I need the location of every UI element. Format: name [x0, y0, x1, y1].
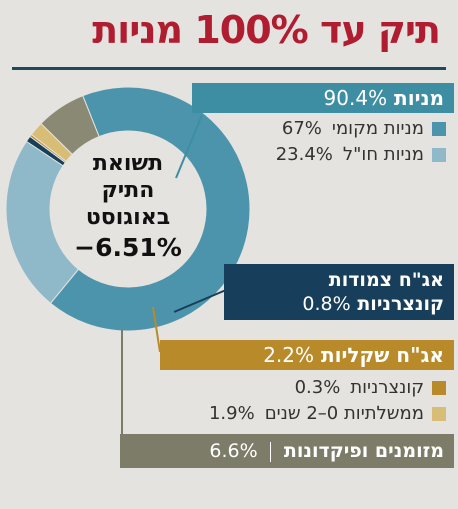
legend-item-local: מניות מקומי 67% — [282, 118, 446, 139]
group-conv-value: 0.8% — [302, 293, 351, 315]
legend-foreign-value: 23.4% — [275, 144, 333, 165]
legend-corp-name: קונצרניות — [350, 377, 424, 398]
group-conv-name-2: קונצרניות — [357, 293, 444, 315]
legend-local-name: מניות מקומי — [331, 118, 424, 139]
legend-item-gov: ממשלתיות 0–2 שנים 1.9% — [209, 403, 446, 424]
legend-foreign-name: מניות חו"ל — [342, 144, 424, 165]
legend-corp-value: 0.3% — [294, 377, 341, 398]
group-shekel-name: אג"ח שקליות — [320, 343, 444, 367]
legend-item-foreign: מניות חו"ל 23.4% — [276, 144, 446, 165]
center-line-1: תשואת — [92, 151, 164, 176]
center-line-2: התיק — [101, 178, 155, 203]
group-cash-value: 6.6% — [209, 440, 258, 462]
center-line-3: באוגוסט — [85, 205, 171, 230]
chart-title: תיק עד 100% מניות — [92, 8, 441, 52]
legend-swatch-local — [432, 121, 446, 136]
center-label: תשואת התיק באוגוסט −6.51% — [48, 150, 208, 262]
group-cash-name: מזומנים ופיקדונות — [283, 440, 444, 462]
legend-gov-value: 1.9% — [208, 403, 255, 424]
group-shekel-label: אג"ח שקליות 2.2% — [160, 340, 454, 370]
group-stocks-value: 90.4% — [323, 86, 388, 110]
title-rule — [12, 67, 446, 70]
center-value: −6.51% — [74, 233, 182, 262]
legend-item-corp: קונצרניות 0.3% — [295, 377, 446, 398]
group-stocks-label: מניות 90.4% — [192, 83, 454, 113]
legend-swatch-foreign — [432, 147, 446, 162]
legend-swatch-corp — [432, 380, 446, 395]
legend-gov-name: ממשלתיות 0–2 שנים — [264, 403, 424, 424]
group-conv-label: אג"ח צמודות קונצרניות 0.8% — [224, 264, 454, 320]
donut-slice-0 — [49, 86, 251, 332]
group-shekel-value: 2.2% — [263, 343, 314, 367]
leader-stocks — [175, 114, 203, 179]
group-cash-separator — [270, 441, 272, 462]
leader-shekel — [152, 306, 161, 353]
group-conv-name-1: אג"ח צמודות — [328, 269, 444, 291]
legend-swatch-gov — [432, 406, 446, 421]
leader-conv — [173, 289, 227, 313]
donut-slice-5 — [40, 95, 100, 156]
group-stocks-name: מניות — [394, 86, 444, 110]
group-cash-label: מזומנים ופיקדונות 6.6% — [120, 434, 454, 468]
legend-local-value: 67% — [281, 118, 322, 139]
